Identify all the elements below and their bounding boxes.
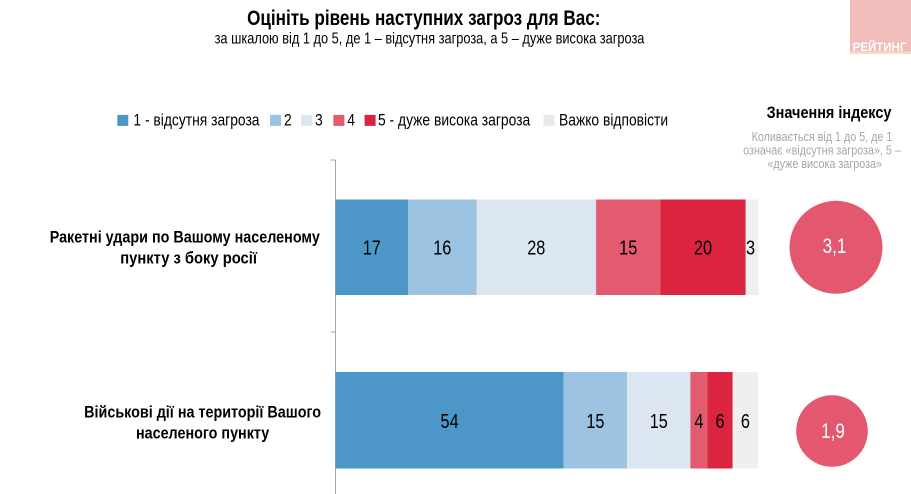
svg-text:пункту з боку росії: пункту з боку росії xyxy=(120,250,257,268)
svg-text:населеного пункту: населеного пункту xyxy=(136,424,270,442)
svg-text:2: 2 xyxy=(284,111,292,130)
svg-text:16: 16 xyxy=(433,236,451,259)
svg-text:Оцініть рівень наступних загро: Оцініть рівень наступних загроз для Вас: xyxy=(247,7,600,30)
svg-text:5 - дуже висока загроза: 5 - дуже висока загроза xyxy=(378,111,531,130)
svg-text:20: 20 xyxy=(694,236,712,259)
svg-text:15: 15 xyxy=(586,409,604,432)
svg-text:28: 28 xyxy=(527,236,545,259)
svg-text:3: 3 xyxy=(746,236,755,259)
svg-text:1 - відсутня загроза: 1 - відсутня загроза xyxy=(133,111,259,130)
svg-text:3: 3 xyxy=(315,111,323,130)
svg-text:54: 54 xyxy=(441,409,459,432)
svg-text:17: 17 xyxy=(363,236,381,259)
svg-text:6: 6 xyxy=(741,409,750,432)
svg-text:15: 15 xyxy=(650,409,668,432)
svg-text:15: 15 xyxy=(619,236,637,259)
svg-text:1,9: 1,9 xyxy=(821,420,845,443)
svg-text:4: 4 xyxy=(347,111,355,130)
svg-text:Військові дії на території Ваш: Військові дії на території Вашого xyxy=(84,403,321,421)
svg-text:за шкалою від 1 до 5, де 1 – в: за шкалою від 1 до 5, де 1 – відсутня за… xyxy=(215,30,645,48)
svg-text:Значення індексу: Значення індексу xyxy=(767,104,892,122)
svg-text:4: 4 xyxy=(694,409,703,432)
svg-text:Ракетні удари по Вашому населе: Ракетні удари по Вашому населеному xyxy=(50,228,320,246)
svg-text:3,1: 3,1 xyxy=(823,235,847,258)
svg-text:Коливається від 1 до 5, де 1: Коливається від 1 до 5, де 1 xyxy=(752,129,893,144)
svg-text:Важко відповісти: Важко відповісти xyxy=(559,111,668,130)
svg-text:РЕЙТИНГ: РЕЙТИНГ xyxy=(853,40,907,54)
svg-text:«дуже висока загроза»: «дуже висока загроза» xyxy=(767,156,882,171)
svg-text:означає «відсутня загроза», 5: означає «відсутня загроза», 5 – xyxy=(743,143,901,158)
svg-text:6: 6 xyxy=(715,409,724,432)
